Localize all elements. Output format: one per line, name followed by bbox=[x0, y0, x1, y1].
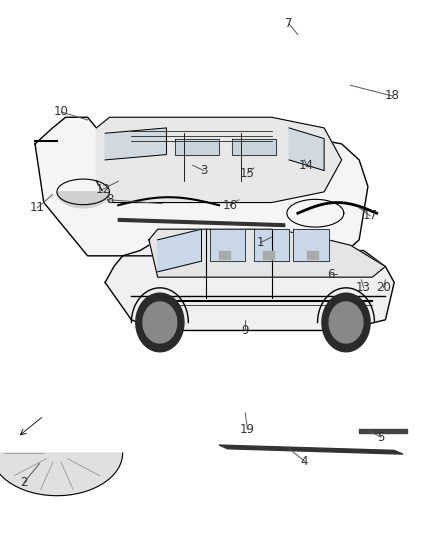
Text: 17: 17 bbox=[363, 209, 378, 222]
Text: 6: 6 bbox=[327, 268, 335, 281]
Text: 10: 10 bbox=[54, 106, 69, 118]
Polygon shape bbox=[57, 192, 110, 208]
Polygon shape bbox=[96, 117, 342, 203]
Polygon shape bbox=[219, 251, 230, 259]
Polygon shape bbox=[219, 445, 403, 454]
Polygon shape bbox=[0, 453, 123, 496]
Text: 4: 4 bbox=[300, 455, 308, 467]
Polygon shape bbox=[143, 302, 177, 343]
Text: 7: 7 bbox=[285, 18, 293, 30]
Polygon shape bbox=[105, 128, 166, 160]
Polygon shape bbox=[158, 229, 201, 272]
Text: 16: 16 bbox=[223, 199, 237, 212]
Text: 14: 14 bbox=[299, 159, 314, 172]
Polygon shape bbox=[232, 139, 276, 155]
Text: 15: 15 bbox=[240, 167, 255, 180]
Text: 9: 9 bbox=[241, 324, 249, 337]
Text: 12: 12 bbox=[95, 183, 110, 196]
Text: 19: 19 bbox=[240, 423, 255, 435]
Polygon shape bbox=[289, 128, 324, 171]
Polygon shape bbox=[263, 251, 274, 259]
Polygon shape bbox=[307, 251, 318, 259]
Polygon shape bbox=[359, 429, 407, 433]
Polygon shape bbox=[118, 219, 285, 227]
Polygon shape bbox=[210, 229, 245, 261]
Polygon shape bbox=[293, 229, 328, 261]
Text: 2: 2 bbox=[20, 476, 28, 489]
Text: 8: 8 bbox=[106, 193, 113, 206]
Text: 3: 3 bbox=[200, 164, 207, 177]
Text: 11: 11 bbox=[30, 201, 45, 214]
Text: 5: 5 bbox=[378, 431, 385, 443]
Polygon shape bbox=[329, 302, 363, 343]
Polygon shape bbox=[35, 117, 368, 266]
Text: 13: 13 bbox=[356, 281, 371, 294]
Text: 1: 1 bbox=[257, 236, 265, 249]
Polygon shape bbox=[254, 229, 289, 261]
Polygon shape bbox=[322, 293, 370, 352]
Text: 20: 20 bbox=[376, 281, 391, 294]
Polygon shape bbox=[136, 293, 184, 352]
Polygon shape bbox=[175, 139, 219, 155]
Text: 18: 18 bbox=[385, 90, 399, 102]
Polygon shape bbox=[149, 229, 385, 277]
Polygon shape bbox=[105, 240, 394, 330]
